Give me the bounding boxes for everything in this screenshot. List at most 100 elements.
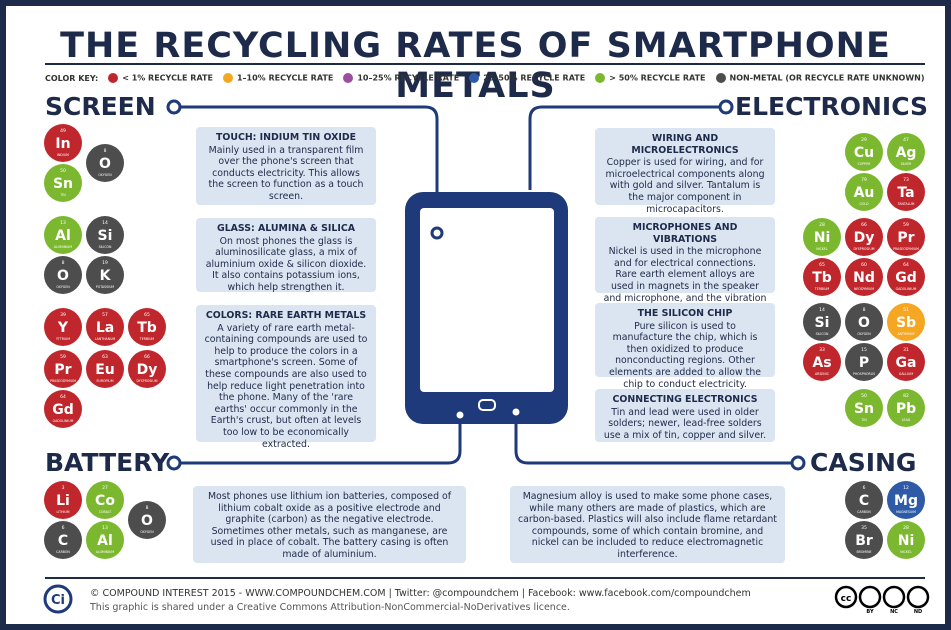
- box-heading: MICROPHONES AND VIBRATIONS: [603, 222, 767, 245]
- element-name: LEAD: [902, 418, 911, 422]
- element-name: DYSPROSIUM: [854, 247, 875, 251]
- element-symbol: Eu: [95, 362, 115, 378]
- logo-text: Ci: [51, 593, 65, 608]
- element-symbol: Sn: [53, 176, 73, 192]
- element-name: OXYGEN: [857, 332, 871, 336]
- element-symbol: C: [58, 533, 68, 549]
- license-text: cc: [841, 594, 852, 604]
- element-name: ALUMINIUM: [54, 245, 72, 249]
- element-number: 59: [60, 354, 66, 360]
- element-symbol: La: [96, 320, 114, 336]
- element-name: NEODYMIUM: [854, 287, 874, 291]
- element-symbol: Tb: [812, 270, 832, 286]
- element-name: LITHIUM: [56, 510, 69, 514]
- element-number: 8: [62, 260, 65, 266]
- element-name: SILICON: [816, 332, 829, 336]
- element-number: 65: [819, 262, 825, 268]
- element-name: INDIUM: [57, 153, 69, 157]
- element-name: OXYGEN: [98, 173, 112, 177]
- license-icon: [884, 587, 904, 607]
- element-number: 49: [60, 128, 66, 134]
- box-text: Magnesium alloy is used to make some pho…: [518, 491, 777, 561]
- element-name: TERBIUM: [139, 337, 155, 341]
- key-dot: [469, 73, 479, 83]
- section-title: ELECTRONICS: [735, 92, 928, 121]
- element-symbol: Ga: [896, 355, 917, 371]
- element-number: 12: [903, 485, 909, 491]
- section-title: SCREEN: [45, 92, 156, 121]
- text-box: THE SILICON CHIPPure silicon is used to …: [595, 303, 775, 377]
- text-box: WIRING AND MICROELECTRONICSCopper is use…: [595, 128, 775, 205]
- key-item: NON-METAL (OR RECYCLE RATE UNKNOWN): [716, 73, 925, 83]
- element-number: 63: [102, 354, 108, 360]
- element-name: TANTALUM: [897, 202, 915, 206]
- element-symbol: Br: [855, 533, 873, 549]
- element-name: NICKEL: [900, 550, 912, 554]
- element-symbol: O: [99, 156, 111, 172]
- box-heading: CONNECTING ELECTRONICS: [603, 394, 767, 406]
- box-heading: GLASS: ALUMINA & SILICA: [204, 223, 368, 235]
- element-name: LANTHANUM: [95, 337, 116, 341]
- license-icon: [908, 587, 928, 607]
- connector-dot: [432, 228, 442, 238]
- element-symbol: O: [57, 268, 69, 284]
- element-name: ARSENIC: [815, 372, 830, 376]
- element-name: GADOLINIUM: [53, 419, 74, 423]
- text-box: Magnesium alloy is used to make some pho…: [510, 486, 785, 563]
- element-symbol: Al: [55, 228, 71, 244]
- element-number: 6: [62, 525, 65, 531]
- element-symbol: Ni: [814, 230, 831, 246]
- element-symbol: Mg: [894, 493, 918, 509]
- element-number: 6: [863, 485, 866, 491]
- key-dot: [595, 73, 605, 83]
- element-symbol: In: [55, 136, 70, 152]
- license-text: NC: [890, 609, 898, 615]
- element-symbol: Al: [97, 533, 113, 549]
- infographic: Ci 49InINDIUM8OOXYGEN50SnTIN13AlALUMINIU…: [0, 0, 951, 630]
- key-item: > 50% RECYCLE RATE: [595, 73, 705, 83]
- license-text: ND: [914, 609, 922, 615]
- element-name: YTTRIUM: [56, 337, 70, 341]
- text-box: TOUCH: INDIUM TIN OXIDEMainly used in a …: [196, 127, 376, 205]
- element-name: NICKEL: [816, 247, 828, 251]
- box-heading: TOUCH: INDIUM TIN OXIDE: [204, 132, 368, 144]
- element-name: OXYGEN: [56, 285, 70, 289]
- footer-line: © COMPOUND INTEREST 2015 - WWW.COMPOUNDC…: [90, 588, 751, 599]
- element-name: TIN: [860, 418, 867, 422]
- element-symbol: Si: [815, 315, 830, 331]
- key-text: NON-METAL (OR RECYCLE RATE UNKNOWN): [730, 74, 925, 83]
- element-number: 50: [861, 393, 867, 399]
- element-symbol: O: [141, 513, 153, 529]
- box-text: Most phones use lithium ion batteries, c…: [201, 491, 458, 561]
- element-name: MAGNESIUM: [896, 510, 916, 514]
- element-number: 13: [102, 525, 108, 531]
- key-item: 1–10% RECYCLE RATE: [223, 73, 333, 83]
- element-number: 60: [861, 262, 867, 268]
- element-number: 47: [903, 137, 909, 143]
- element-symbol: Sn: [854, 401, 874, 417]
- element-name: DYSPROSIUM: [137, 379, 158, 383]
- element-number: 14: [819, 307, 825, 313]
- element-number: 39: [60, 312, 66, 318]
- license-text: BY: [866, 609, 874, 615]
- element-name: PHOSPHORUS: [853, 372, 875, 376]
- element-name: COPPER: [858, 162, 872, 166]
- element-number: 50: [60, 168, 66, 174]
- element-name: SILICON: [99, 245, 112, 249]
- element-name: CARBON: [56, 550, 70, 554]
- element-symbol: Y: [57, 320, 69, 336]
- element-number: 27: [102, 485, 108, 491]
- element-symbol: As: [812, 355, 831, 371]
- element-number: 19: [102, 260, 108, 266]
- box-text: Mainly used in a transparent film over t…: [204, 145, 368, 203]
- element-name: GOLD: [859, 202, 869, 206]
- element-symbol: Au: [854, 185, 875, 201]
- element-symbol: Co: [95, 493, 115, 509]
- element-number: 13: [60, 220, 66, 226]
- license-icon: [860, 587, 880, 607]
- element-name: EUROPIUM: [96, 379, 113, 383]
- element-symbol: P: [859, 355, 869, 371]
- element-symbol: K: [100, 268, 112, 284]
